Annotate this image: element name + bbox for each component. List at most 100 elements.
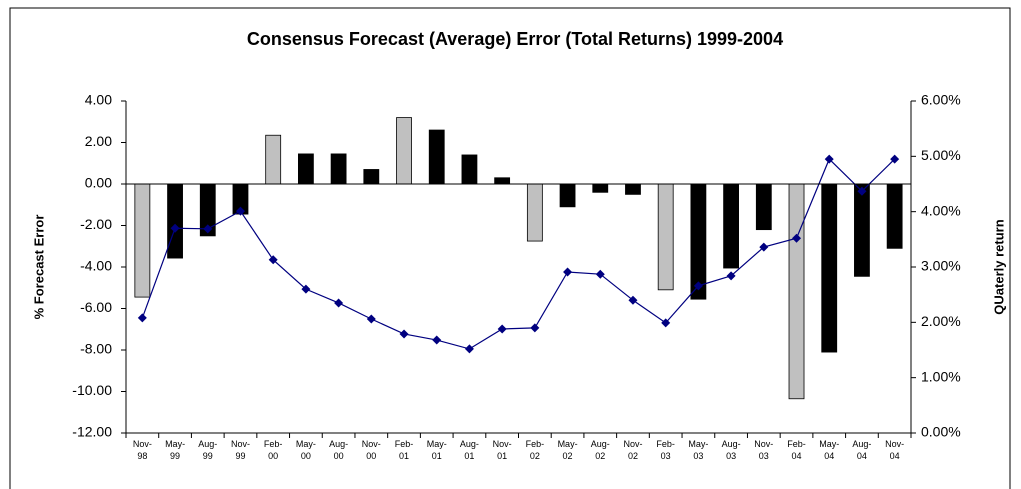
x-tick-label-part: May-: [427, 439, 447, 449]
x-tick-label-part: 01: [464, 451, 474, 461]
x-tick-label-part: Aug-: [852, 439, 871, 449]
x-tick-label-part: 00: [301, 451, 311, 461]
y-tick-label: -6.00: [80, 299, 112, 315]
x-tick-label-part: 01: [399, 451, 409, 461]
x-tick-label-part: 02: [628, 451, 638, 461]
line-marker: [595, 269, 605, 279]
x-tick-label-part: Nov-: [493, 439, 512, 449]
line-marker: [268, 255, 278, 265]
x-tick-label-part: 04: [824, 451, 834, 461]
x-tick-label-part: May-: [165, 439, 185, 449]
line-marker: [857, 186, 867, 196]
x-tick-label: Feb- 04: [787, 439, 806, 461]
line-marker: [530, 323, 540, 333]
x-tick-label-part: 04: [890, 451, 900, 461]
bar: [134, 183, 151, 298]
x-tick-label-part: 03: [693, 451, 703, 461]
line-marker: [628, 295, 638, 305]
line-marker: [792, 233, 802, 243]
y2-axis-title: QUaterly return: [991, 219, 1006, 314]
line-marker: [301, 284, 311, 294]
line-marker: [726, 271, 736, 281]
bar: [494, 177, 511, 185]
x-tick-label-part: Feb-: [656, 439, 675, 449]
x-tick-label: May- 02: [558, 439, 578, 461]
x-tick-label: Nov- 03: [754, 439, 773, 461]
x-tick-label: Feb- 03: [656, 439, 675, 461]
x-tick-label-part: Feb-: [264, 439, 283, 449]
y-tick-label: -8.00: [80, 341, 112, 357]
x-tick-label: May- 03: [688, 439, 708, 461]
bar: [854, 183, 870, 277]
x-tick-label: Feb- 02: [526, 439, 545, 461]
x-tick-label: Feb- 00: [264, 439, 283, 461]
x-tick-label: Aug- 04: [852, 439, 871, 461]
x-tick-label-part: 99: [170, 451, 180, 461]
x-tick-label-part: May-: [296, 439, 316, 449]
x-tick-label: May- 04: [819, 439, 839, 461]
line-marker: [399, 329, 409, 339]
x-tick-label-part: Nov-: [231, 439, 250, 449]
y-tick-label: -2.00: [80, 216, 112, 232]
x-tick-label-part: 04: [792, 451, 802, 461]
bar: [821, 183, 838, 353]
bar: [755, 183, 772, 231]
chart-title: Consensus Forecast (Average) Error (Tota…: [247, 29, 783, 49]
line-marker: [563, 267, 573, 277]
x-tick-label: Nov- 01: [493, 439, 512, 461]
bar: [428, 129, 445, 185]
x-tick-label-part: 00: [366, 451, 376, 461]
line-marker: [170, 223, 180, 233]
y-axis-title: % Forecast Error: [31, 215, 46, 320]
x-tick-label: May- 00: [296, 439, 316, 461]
x-tick-label-part: Nov-: [623, 439, 642, 449]
bar: [723, 183, 740, 269]
y-tick-label: -12.00: [72, 424, 112, 440]
line-marker: [890, 154, 900, 164]
x-tick-label-part: Feb-: [395, 439, 414, 449]
y-tick-label: -10.00: [72, 382, 112, 398]
line-marker: [432, 335, 442, 345]
x-tick-label-part: 03: [759, 451, 769, 461]
y2-tick-label: 4.00%: [921, 202, 961, 218]
line: [141, 158, 896, 350]
bar: [559, 183, 576, 208]
bar: [265, 134, 282, 185]
x-tick-label-part: Aug-: [329, 439, 348, 449]
y-tick-label: 0.00: [85, 175, 112, 191]
x-tick-label-part: 02: [563, 451, 573, 461]
bar: [657, 183, 674, 291]
x-tick-label: Nov- 00: [362, 439, 381, 461]
y2-tick-label: 1.00%: [921, 368, 961, 384]
x-tick-label-part: 03: [661, 451, 671, 461]
x-tick-label: Aug- 03: [722, 439, 741, 461]
x-tick-label: May- 01: [427, 439, 447, 461]
x-tick-label: Feb- 01: [395, 439, 414, 461]
x-tick-label-part: Nov-: [754, 439, 773, 449]
x-tick-label-part: 99: [203, 451, 213, 461]
x-tick-label-part: May-: [688, 439, 708, 449]
y-tick-label: -4.00: [80, 258, 112, 274]
x-tick-label-part: May-: [558, 439, 578, 449]
x-tick-label-part: 01: [497, 451, 507, 461]
x-tick-label: Aug- 01: [460, 439, 479, 461]
bar: [363, 169, 380, 185]
y2-tick-label: 0.00%: [921, 424, 961, 440]
line-marker: [235, 206, 245, 216]
bar: [461, 154, 478, 185]
bar: [297, 153, 314, 185]
y2-tick-label: 6.00%: [921, 92, 961, 108]
x-tick-label-part: Aug-: [722, 439, 741, 449]
x-tick-label-part: May-: [819, 439, 839, 449]
x-tick-label-part: 01: [432, 451, 442, 461]
x-tick-label-part: 04: [857, 451, 867, 461]
x-tick-label: May- 99: [165, 439, 185, 461]
x-tick-label-part: Nov-: [362, 439, 381, 449]
x-tick-label-part: Aug-: [591, 439, 610, 449]
y2-tick-label: 5.00%: [921, 147, 961, 163]
line-marker: [137, 313, 147, 323]
x-tick-label-part: 02: [530, 451, 540, 461]
bar: [396, 117, 412, 185]
x-tick-label-part: Aug-: [460, 439, 479, 449]
bar: [625, 183, 641, 195]
